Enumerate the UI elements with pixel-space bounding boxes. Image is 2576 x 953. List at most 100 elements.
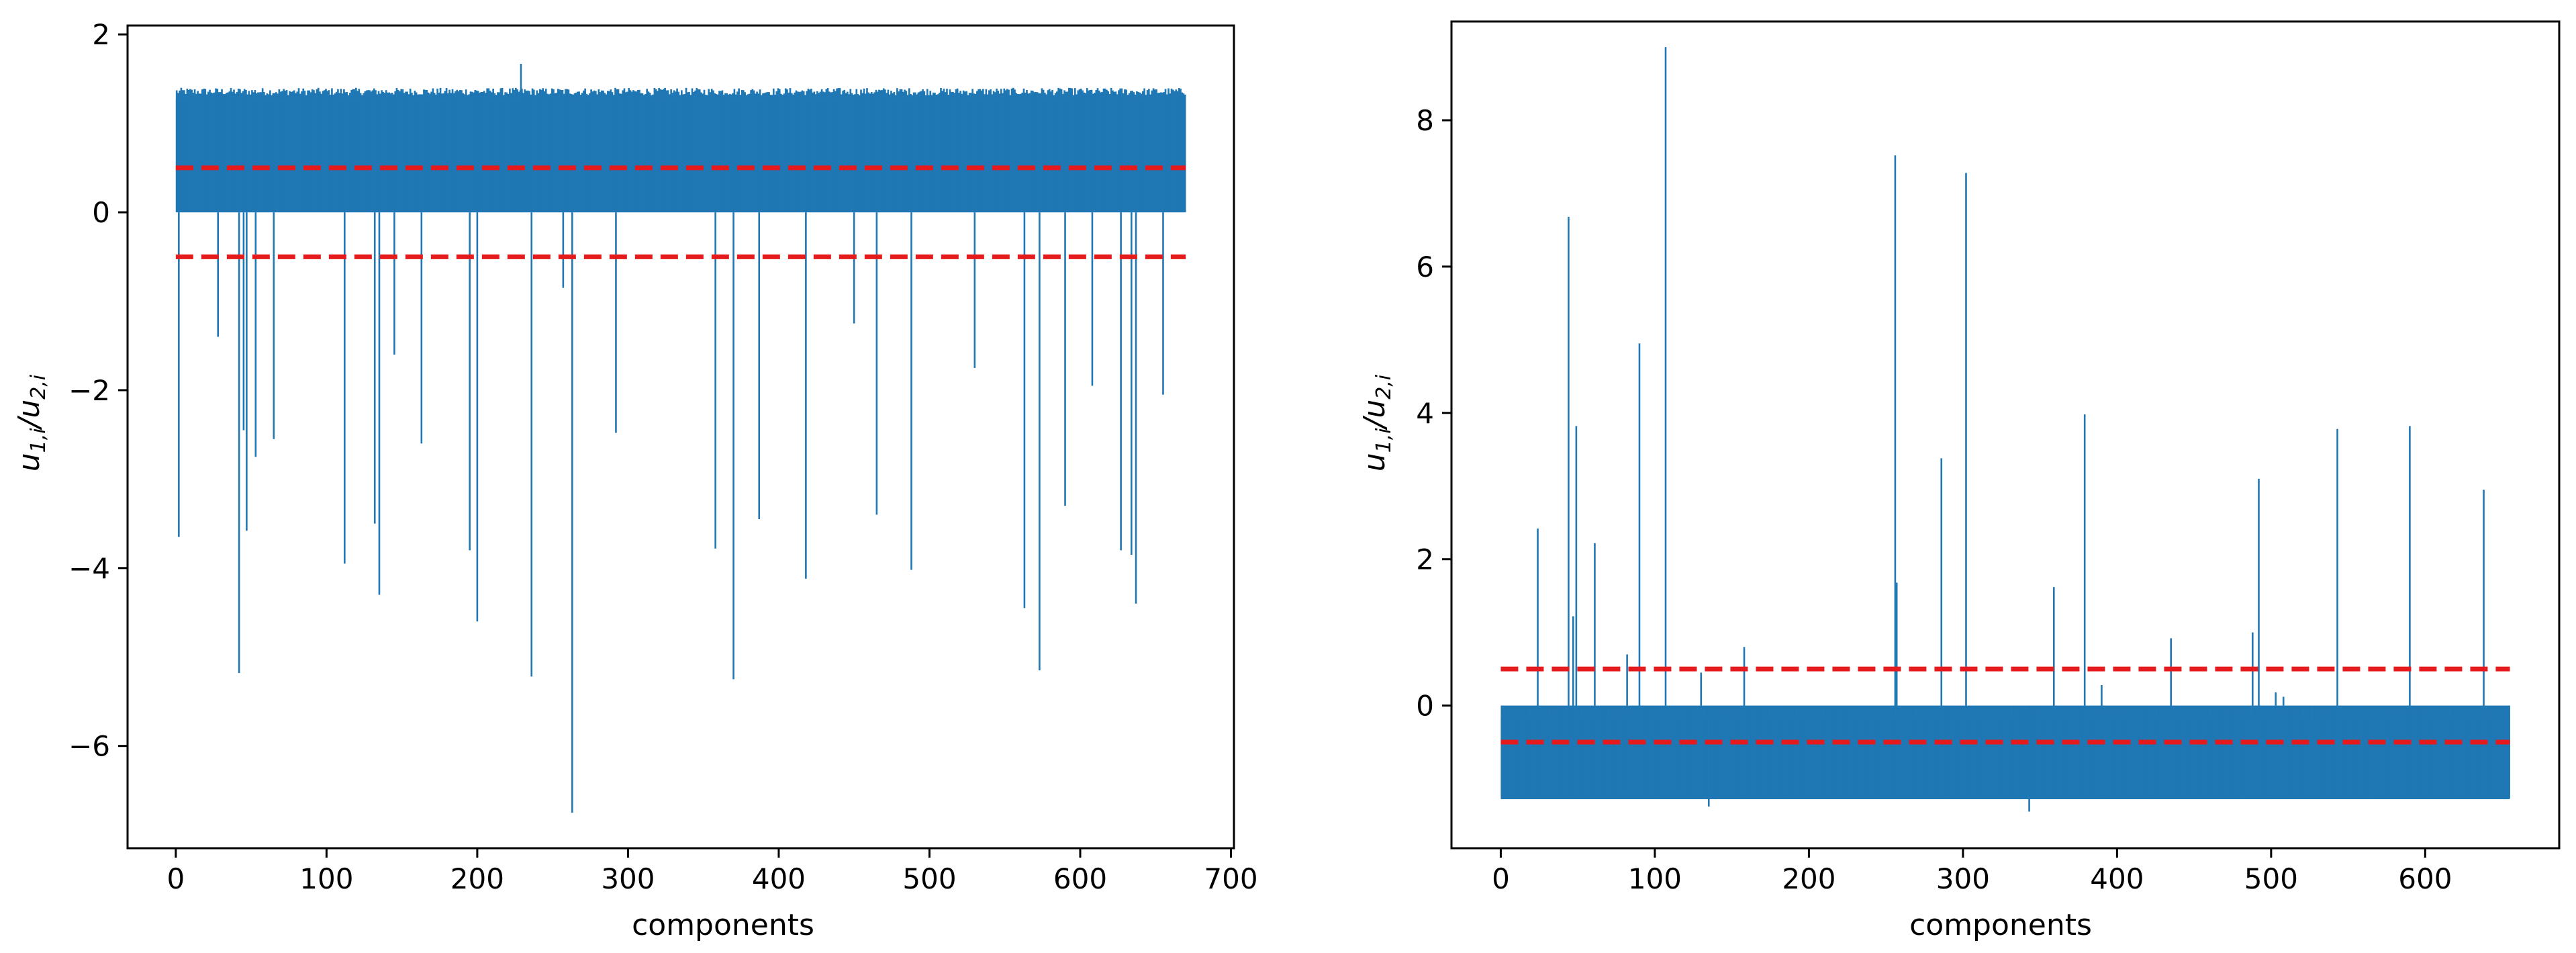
right-bar: [1601, 705, 1603, 799]
right-bar: [2217, 705, 2220, 797]
left-bar: [932, 92, 935, 213]
left-bar: [1092, 93, 1094, 213]
left-bar: [1015, 93, 1018, 213]
right-bar: [1547, 705, 1549, 794]
right-bar: [2352, 705, 2355, 795]
left-bar: [199, 93, 202, 213]
right-bar: [1840, 705, 1842, 795]
right-bar: [2035, 705, 2038, 797]
left-bar: [928, 95, 930, 213]
right-bar: [2060, 705, 2062, 797]
right-bar: [2183, 705, 2185, 799]
left-bar: [657, 91, 659, 213]
right-bar: [2128, 705, 2130, 799]
right-bar: [2080, 705, 2082, 794]
right-bar: [2207, 705, 2210, 796]
right-bar: [2295, 705, 2298, 795]
right-bar: [2205, 705, 2207, 799]
left-bar: [1113, 91, 1116, 213]
left-bar: [1088, 90, 1090, 213]
right-bar: [2303, 705, 2305, 794]
left-bar: [180, 87, 183, 213]
left-bar: [756, 91, 758, 213]
left-bar: [1066, 91, 1069, 213]
right-bar: [2322, 705, 2324, 795]
right-bar: [2434, 705, 2436, 796]
left-bar: [1133, 92, 1135, 213]
left-bar: [911, 95, 914, 213]
right-bar: [1764, 705, 1766, 799]
left-bar: [772, 88, 775, 213]
left-bar: [481, 92, 484, 213]
right-x-tick-label: 600: [2398, 862, 2452, 895]
right-bar: [2292, 705, 2295, 797]
right-bar: [2300, 705, 2303, 796]
right-bar: [1915, 705, 1917, 799]
right-bar: [1954, 705, 1956, 797]
right-y-tick-label: 2: [1416, 543, 1434, 576]
right-y-tick-label: 4: [1416, 397, 1434, 430]
left-bar: [646, 89, 649, 213]
left-bar: [796, 91, 799, 213]
right-bar: [1976, 705, 1979, 799]
left-bar: [1057, 87, 1059, 213]
right-bar: [1679, 705, 1682, 795]
left-x-tick-label: 0: [166, 862, 185, 895]
left-bar: [287, 95, 289, 213]
right-bar: [2211, 705, 2213, 795]
right-bar: [1610, 705, 1613, 799]
left-x-tick-label: 700: [1204, 862, 1257, 895]
left-bar: [970, 93, 972, 213]
left-y-axis-label: u1,i/u2,i: [12, 374, 50, 471]
left-bar: [522, 93, 524, 213]
left-bar: [328, 90, 330, 213]
left-bar: [1004, 90, 1007, 213]
right-bar: [2240, 705, 2242, 795]
left-bar: [692, 91, 695, 213]
left-bar: [337, 89, 339, 213]
left-bar: [941, 91, 944, 213]
left-bar: [303, 91, 306, 213]
left-bar: [943, 88, 945, 213]
right-bar: [1882, 705, 1885, 798]
right-bar: [2294, 705, 2296, 798]
right-bar: [2424, 705, 2426, 797]
right-bar: [1946, 705, 1948, 798]
left-bar: [1074, 88, 1076, 213]
right-bar: [2092, 705, 2095, 795]
left-bar: [630, 91, 633, 213]
left-bar: [1068, 87, 1070, 213]
right-bar: [1594, 705, 1597, 797]
left-bar: [840, 94, 843, 213]
left-bar: [953, 93, 956, 213]
left-bar: [491, 92, 493, 213]
right-x-axis-label: components: [1909, 908, 2092, 942]
left-bar: [1152, 88, 1155, 213]
left-bar: [876, 91, 879, 213]
right-bar: [1856, 705, 1859, 799]
right-bar: [2075, 705, 2078, 799]
right-bar: [1895, 705, 1897, 799]
right-bar: [2450, 705, 2452, 795]
left-bar: [647, 91, 650, 213]
right-bar: [2307, 705, 2310, 799]
left-bar: [781, 95, 784, 213]
right-bar: [1722, 705, 1725, 797]
right-bar: [1788, 705, 1791, 799]
right-bar: [2286, 705, 2289, 798]
left-bar: [301, 91, 303, 213]
left-bar: [1149, 94, 1151, 213]
left-bar: [561, 90, 564, 213]
left-bar: [189, 89, 191, 213]
right-bar: [1986, 705, 1989, 797]
right-bar: [2079, 705, 2081, 799]
right-bar: [1956, 705, 1959, 797]
left-bar: [733, 89, 736, 213]
left-bar: [780, 93, 782, 213]
right-bar: [1659, 705, 1662, 799]
left-bar: [703, 89, 706, 213]
left-bar: [513, 89, 516, 213]
left-bar: [457, 91, 460, 213]
left-bar: [804, 95, 806, 213]
right-bar: [1903, 705, 1905, 797]
